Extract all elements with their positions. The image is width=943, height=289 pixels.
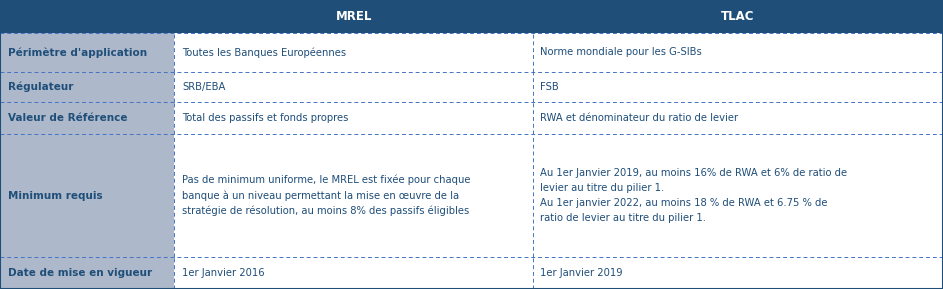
Bar: [0, 33, 174, 71]
Text: 1er Janvier 2016: 1er Janvier 2016: [182, 268, 265, 278]
Text: Au 1er Janvier 2019, au moins 16% de RWA et 6% de ratio de
levier au titre du pi: Au 1er Janvier 2019, au moins 16% de RWA…: [540, 168, 848, 223]
Text: Régulateur: Régulateur: [8, 81, 73, 92]
Text: SRB/EBA: SRB/EBA: [182, 82, 225, 92]
Bar: [533, 0, 943, 33]
Bar: [174, 257, 533, 289]
Text: Date de mise en vigueur: Date de mise en vigueur: [8, 268, 152, 278]
Text: MREL: MREL: [336, 10, 372, 23]
Text: FSB: FSB: [540, 82, 559, 92]
Bar: [0, 257, 174, 289]
Bar: [533, 257, 943, 289]
Bar: [533, 102, 943, 134]
Text: Total des passifs et fonds propres: Total des passifs et fonds propres: [182, 113, 348, 123]
Bar: [174, 102, 533, 134]
Bar: [174, 134, 533, 257]
Text: RWA et dénominateur du ratio de levier: RWA et dénominateur du ratio de levier: [540, 113, 738, 123]
Text: 1er Janvier 2019: 1er Janvier 2019: [540, 268, 623, 278]
Bar: [0, 0, 174, 33]
Text: Toutes les Banques Européennes: Toutes les Banques Européennes: [182, 47, 346, 58]
Bar: [174, 71, 533, 102]
Text: Valeur de Référence: Valeur de Référence: [8, 113, 127, 123]
Bar: [533, 33, 943, 71]
Text: Norme mondiale pour les G-SIBs: Norme mondiale pour les G-SIBs: [540, 47, 703, 58]
Bar: [174, 0, 533, 33]
Bar: [0, 134, 174, 257]
Bar: [533, 71, 943, 102]
Bar: [0, 102, 174, 134]
Bar: [0, 71, 174, 102]
Text: Pas de minimum uniforme, le MREL est fixée pour chaque
banque à un niveau permet: Pas de minimum uniforme, le MREL est fix…: [182, 175, 471, 216]
Text: Périmètre d'application: Périmètre d'application: [8, 47, 147, 58]
Bar: [533, 134, 943, 257]
Text: Minimum requis: Minimum requis: [8, 190, 102, 201]
Bar: [174, 33, 533, 71]
Text: TLAC: TLAC: [721, 10, 754, 23]
